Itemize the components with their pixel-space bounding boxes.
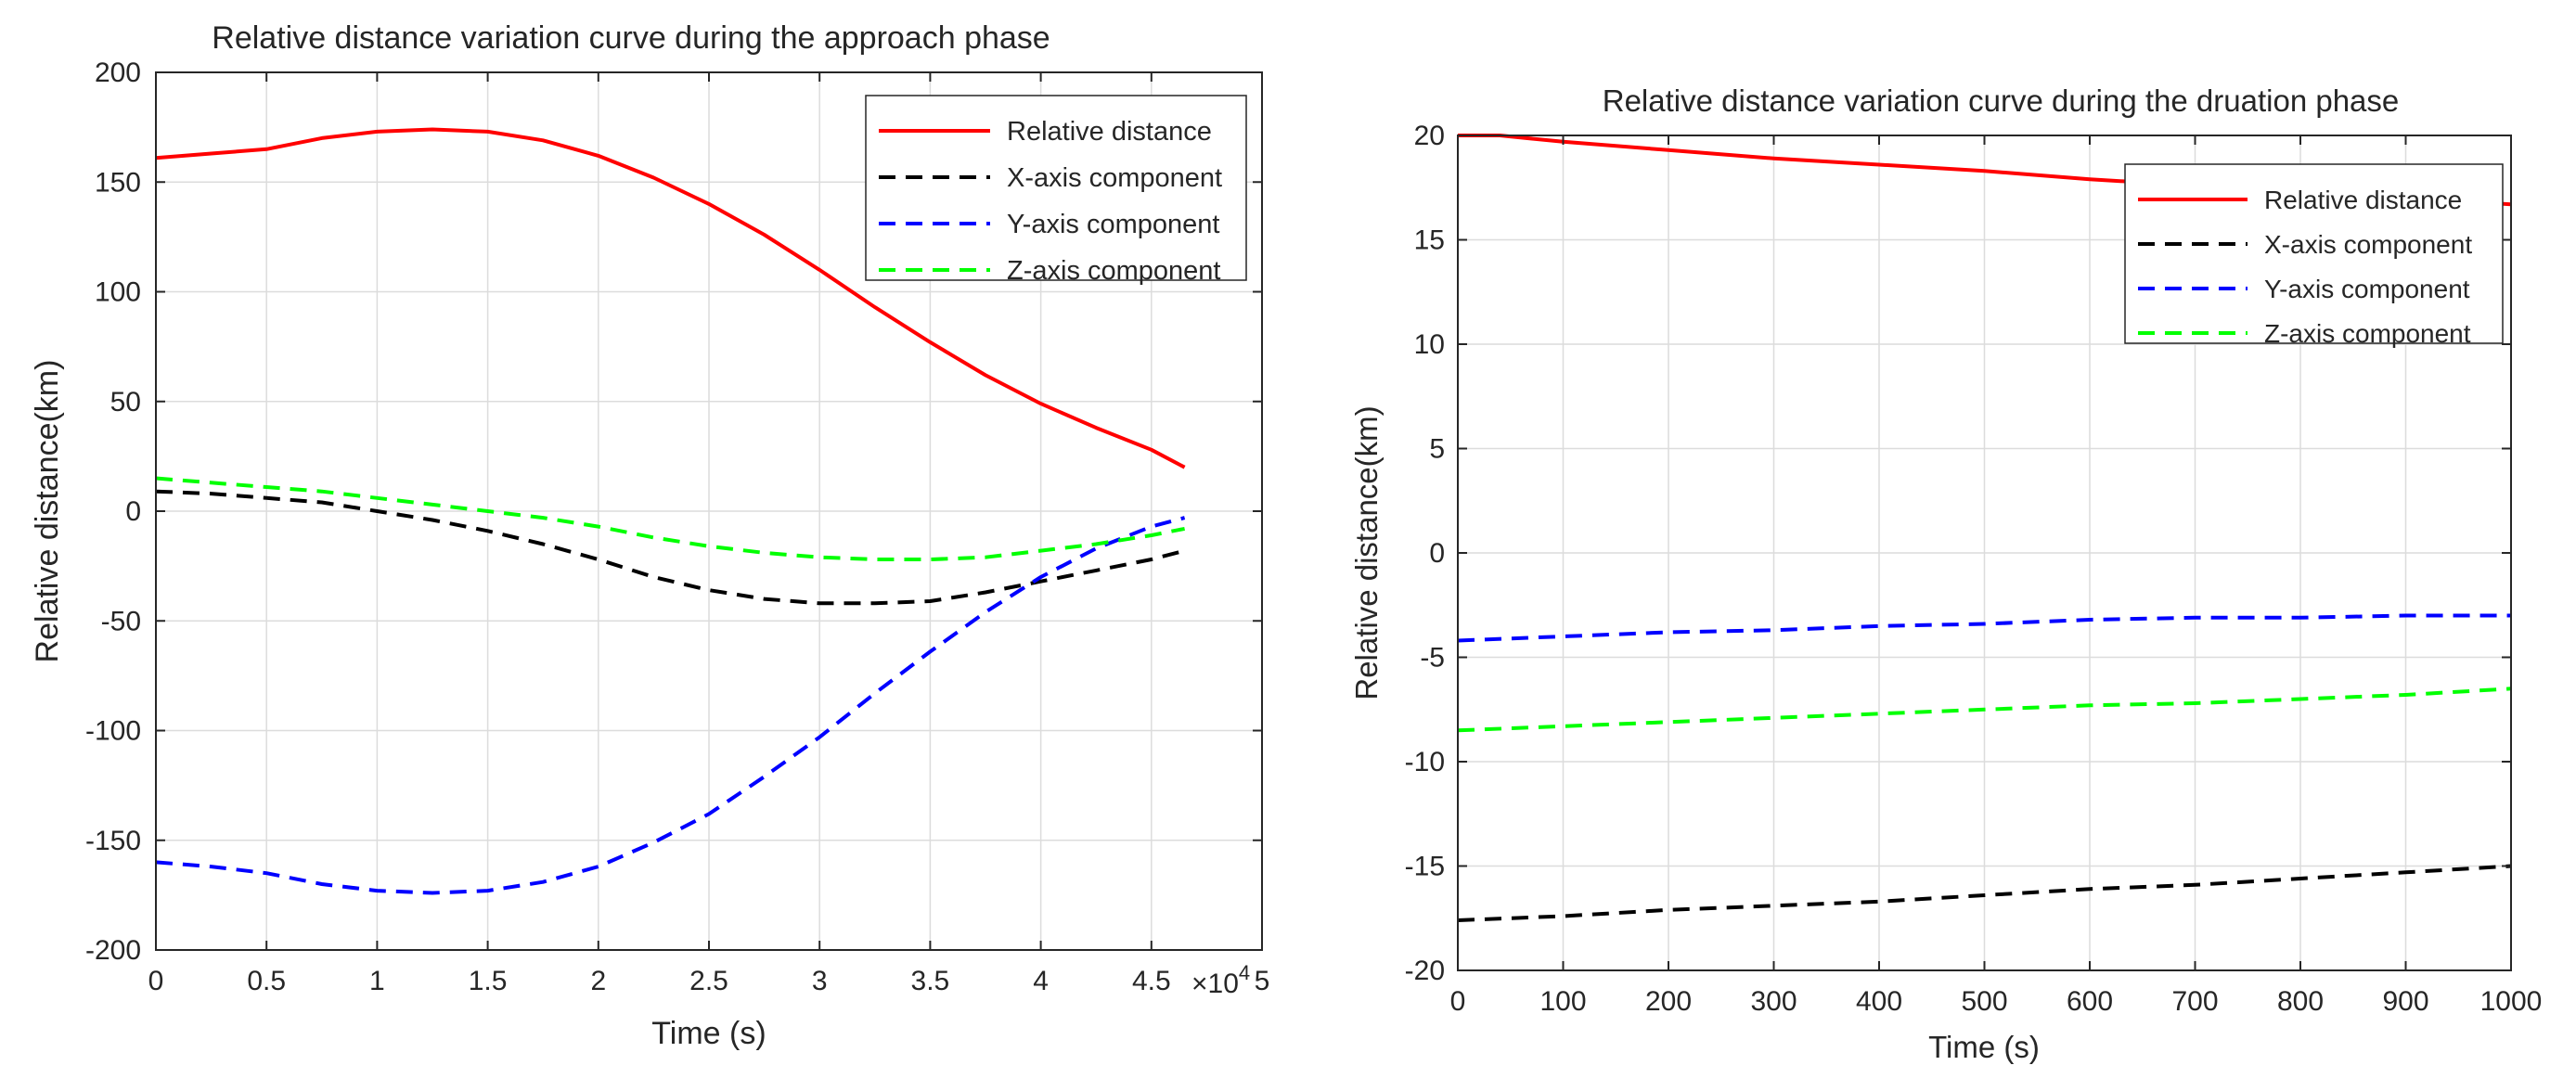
legend: Relative distance X-axis component Y-axis … [865, 95, 1247, 286]
y-tick-label: -100 [85, 716, 141, 747]
x-tick-label: 2 [590, 966, 606, 996]
y-tick-label: -20 [1405, 956, 1445, 986]
x-tick-label: 0.5 [247, 966, 286, 996]
x-tick-label: 3 [812, 966, 828, 996]
x-axis-multiplier-exponent: 4 [1239, 961, 1250, 984]
legend-label: Relative distance [1007, 117, 1212, 147]
x-tick-label: 4.5 [1132, 966, 1171, 996]
y-tick-label: 200 [95, 58, 141, 88]
y-tick-label: 0 [125, 496, 141, 527]
legend: Relative distance X-axis component Y-axis … [2124, 163, 2504, 348]
x-tick-label: 600 [2067, 986, 2113, 1017]
y-tick-label: 20 [1414, 121, 1445, 151]
legend-box [2124, 163, 2504, 344]
chart-title: Relative distance variation curve during… [212, 20, 1050, 56]
x-tick-label: 3.5 [911, 966, 950, 996]
series-line-relative-distance [155, 127, 1186, 469]
y-axis-label: Relative distance(km) [30, 360, 65, 663]
x-tick-label: 900 [2382, 986, 2428, 1017]
y-tick-label: 0 [1429, 538, 1445, 569]
x-tick-label: 1.5 [469, 966, 508, 996]
legend-label: Y-axis component [2264, 275, 2470, 303]
x-axis-multiplier-base: ×10 [1191, 969, 1239, 999]
x-tick-label: 200 [1645, 986, 1692, 1017]
series-line-z-axis-component [1457, 687, 2512, 733]
y-axis-label: Relative distance(km) [1349, 405, 1384, 700]
legend-label: Z-axis component [2264, 319, 2471, 348]
duration-phase-chart: Relative distance variation curve during… [1349, 83, 2542, 1064]
y-tick-label: -50 [101, 606, 141, 636]
series-line-y-axis-component [1457, 613, 2511, 643]
legend-label: Y-axis component [1007, 210, 1219, 239]
legend-label: Relative distance [2264, 186, 2462, 214]
x-tick-label: 300 [1750, 986, 1797, 1017]
y-tick-label: 100 [95, 277, 141, 308]
chart-title: Relative distance variation curve during… [1603, 83, 2400, 118]
x-tick-label: 0 [1450, 986, 1466, 1017]
approach-phase-chart: Relative distance variation curve during… [30, 20, 1269, 1051]
y-tick-label: -150 [85, 826, 141, 856]
series-line-x-axis-component [1457, 864, 2512, 922]
x-tick-label: 500 [1961, 986, 2007, 1017]
x-axis-label: Time (s) [651, 1016, 766, 1051]
x-tick-label: 1000 [2480, 986, 2543, 1017]
x-tick-label: 1 [369, 966, 385, 996]
y-tick-label: 15 [1414, 225, 1445, 256]
series-line-y-axis-component [155, 516, 1186, 895]
axis-ticks: 0 0.5 1 1.5 2 2.5 3 3.5 4 4.5 5 -200 -150 -100 -50 0 50 1… [85, 58, 1269, 996]
x-tick-label: 4 [1033, 966, 1049, 996]
series-line-z-axis-component [155, 476, 1185, 561]
y-tick-label: 10 [1414, 329, 1445, 360]
x-tick-label: 400 [1856, 986, 1902, 1017]
x-axis-label: Time (s) [1928, 1030, 2040, 1064]
x-tick-label: 700 [2171, 986, 2218, 1017]
y-tick-label: 50 [110, 387, 141, 417]
legend-box [865, 95, 1247, 281]
x-tick-label: 5 [1255, 966, 1270, 996]
legend-label: X-axis component [1007, 163, 1222, 193]
x-axis-multiplier: ×104 [1191, 961, 1250, 999]
series-lines [155, 127, 1186, 895]
axis-ticks: 0 100 200 300 400 500 600 700 800 900 1000-20-15-1… [1405, 121, 2543, 1017]
y-tick-label: -5 [1420, 643, 1445, 674]
x-tick-label: 0 [148, 966, 164, 996]
x-tick-label: 800 [2277, 986, 2324, 1017]
x-tick-label: 100 [1539, 986, 1586, 1017]
legend-label: Z-axis component [1007, 256, 1221, 286]
series-line-x-axis-component [155, 489, 1186, 606]
y-tick-label: 150 [95, 167, 141, 198]
y-tick-label: -15 [1405, 852, 1445, 882]
y-tick-label: 5 [1429, 434, 1445, 465]
y-tick-label: -10 [1405, 747, 1445, 777]
legend-label: X-axis component [2264, 230, 2472, 259]
y-tick-label: -200 [85, 935, 141, 966]
x-tick-label: 2.5 [689, 966, 728, 996]
